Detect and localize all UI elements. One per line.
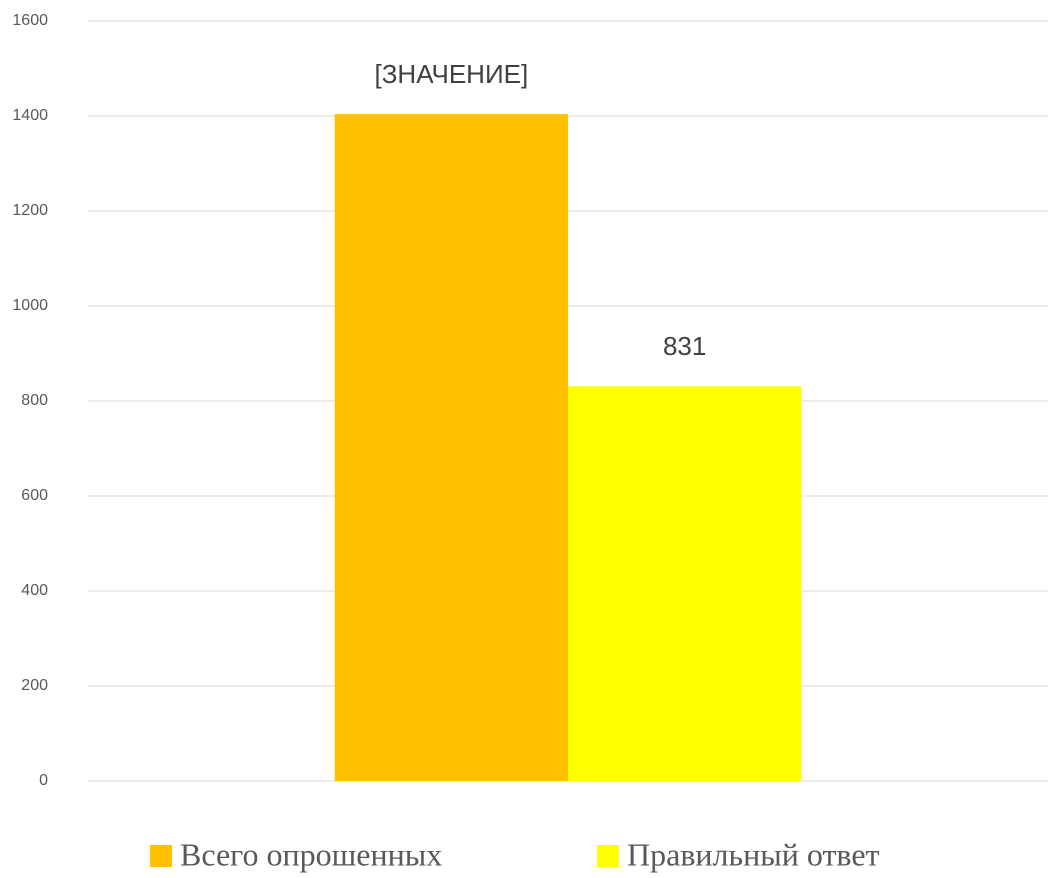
y-tick-label: 0	[39, 772, 48, 789]
data-label: [ЗНАЧЕНИЕ]	[375, 59, 529, 89]
legend-label: Всего опрошенных	[180, 836, 442, 872]
y-tick-label: 1600	[12, 12, 48, 29]
legend-swatch	[150, 845, 172, 867]
legend-label: Правильный ответ	[627, 836, 880, 872]
data-label: 831	[663, 331, 706, 361]
bar	[334, 114, 568, 782]
y-tick-label: 400	[21, 582, 48, 599]
y-tick-label: 1000	[12, 297, 48, 314]
legend-swatch	[597, 845, 619, 867]
bar	[568, 386, 802, 781]
y-tick-label: 1400	[12, 107, 48, 124]
y-tick-label: 800	[21, 392, 48, 409]
y-tick-label: 1200	[12, 202, 48, 219]
y-tick-label: 600	[21, 487, 48, 504]
y-tick-label: 200	[21, 677, 48, 694]
